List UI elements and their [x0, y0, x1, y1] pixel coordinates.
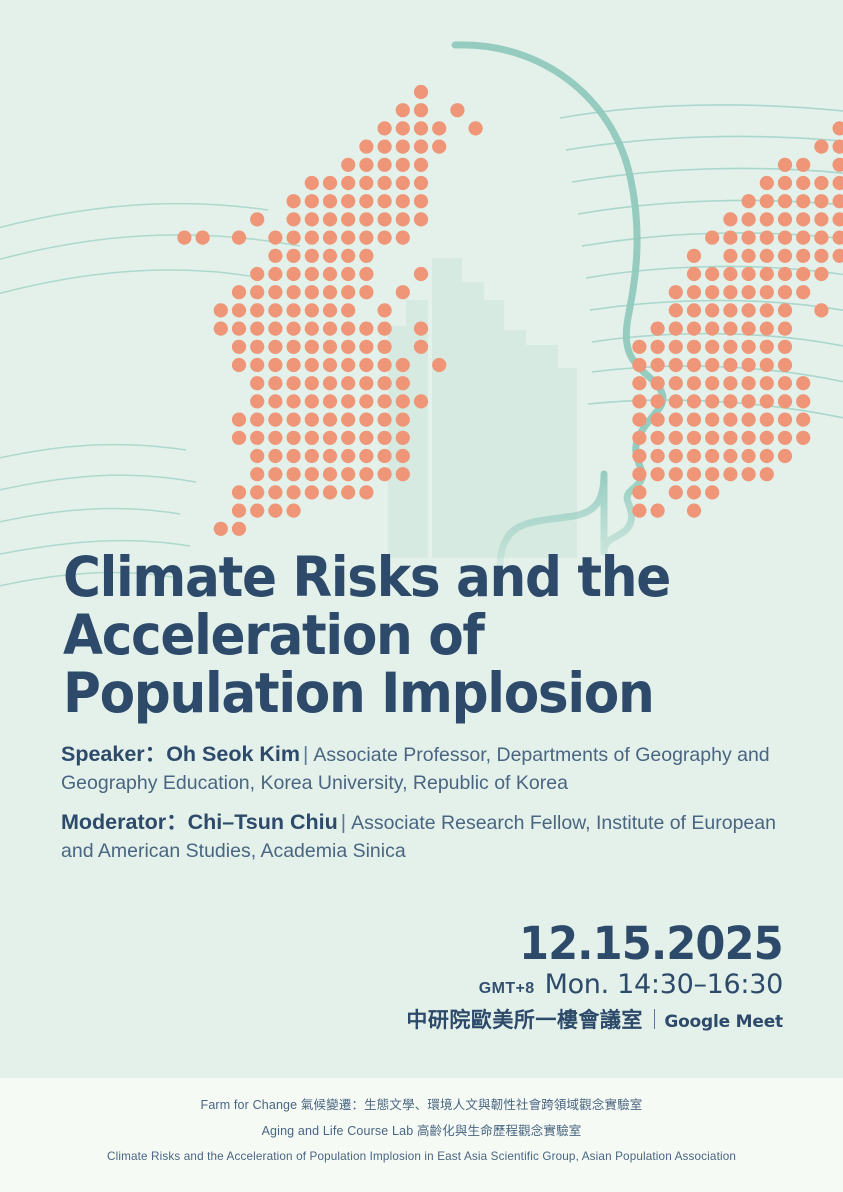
footer-line-3: Climate Risks and the Acceleration of Po…	[106, 1150, 737, 1163]
flow-lines-left	[0, 202, 301, 587]
speaker-role-label: Speaker	[61, 742, 145, 766]
dotted-east-asia-map	[177, 84, 843, 536]
poster-title: Climate Risks and the Acceleration of Po…	[63, 548, 703, 722]
event-timezone: GMT+8	[478, 980, 535, 997]
speaker-affiliation: Associate Professor, Departments of Geog…	[61, 744, 770, 794]
moderator-divider: |	[340, 811, 347, 834]
speaker-divider: |	[303, 743, 309, 766]
event-time-row: GMT+8 Mon. 14:30–16:30	[406, 969, 784, 1000]
moderator-entry: Moderator：Chi–Tsun Chiu | Associate Resear…	[61, 808, 781, 865]
speaker-colon: ：	[144, 742, 167, 766]
title-line-3: Population Implosion	[63, 661, 655, 725]
moderator-colon: ：	[166, 810, 188, 834]
people-block: Speaker：Oh Seok Kim | Associate Professor,…	[61, 740, 781, 876]
moderator-affiliation: Associate Research Fellow, Institute of …	[61, 812, 776, 862]
title-line-2: Acceleration of	[63, 603, 485, 667]
footer-line-1: Farm for Change 氣候變遷：生態文學、環境人文與韌性社會跨領域觀念…	[200, 1098, 643, 1112]
event-venue: 中研院歐美所一樓會議室	[406, 1009, 643, 1032]
head-profile-silhouette	[451, 41, 667, 596]
title-line-1: Climate Risks and the	[63, 545, 671, 609]
venue-divider	[653, 1009, 656, 1029]
footer-band	[0, 1078, 843, 1192]
speaker-name: Oh Seok Kim	[166, 742, 300, 766]
event-venue-row: 中研院歐美所一樓會議室 Google Meet	[406, 1004, 783, 1034]
event-date: 12.15.2025	[519, 917, 784, 970]
moderator-name: Chi–Tsun Chiu	[187, 810, 338, 834]
city-skyline	[388, 258, 577, 558]
event-platform: Google Meet	[664, 1012, 783, 1032]
flow-lines-right	[559, 104, 843, 419]
event-time: Mon. 14:30–16:30	[544, 969, 784, 1000]
moderator-role-label: Moderator	[61, 810, 167, 834]
speaker-line: Speaker：Oh Seok Kim | Associate Professor,…	[61, 740, 781, 797]
footer-line-2: Aging and Life Course Lab 高齡化與生命歷程觀念實驗室	[261, 1124, 582, 1138]
footer-organizers: Farm for Change 氣候變遷：生態文學、環境人文與韌性社會跨領域觀念…	[0, 1092, 843, 1170]
event-details: 12.15.2025 GMT+8 Mon. 14:30–16:30 中研院歐美所…	[406, 917, 784, 1034]
speaker-entry: Speaker：Oh Seok Kim | Associate Professor,…	[61, 740, 781, 797]
moderator-line: Moderator：Chi–Tsun Chiu | Associate Resear…	[61, 808, 781, 865]
